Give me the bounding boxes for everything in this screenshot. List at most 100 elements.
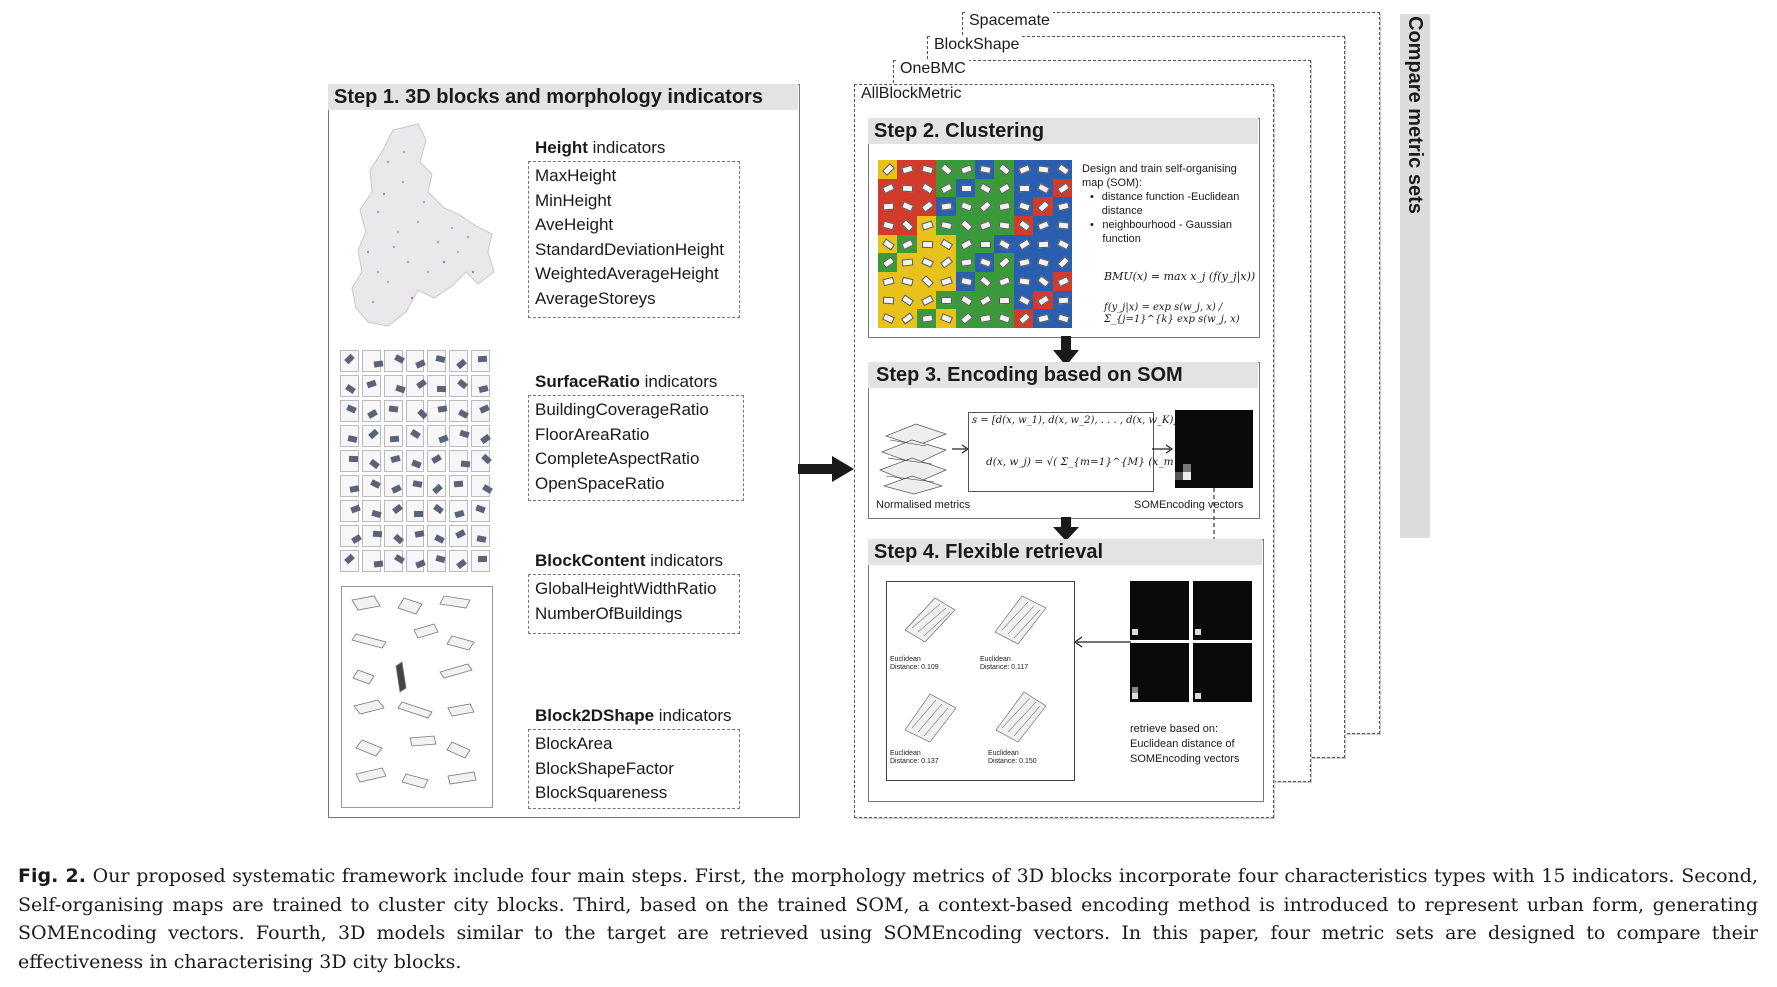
som-thumbnail-cell <box>340 550 359 572</box>
step2-title: Step 2. Clustering <box>868 118 1258 144</box>
som-color-cell <box>1033 290 1053 310</box>
som-color-cell <box>1033 309 1053 328</box>
som-color-cell <box>1013 178 1034 198</box>
som-thumbnail-cell <box>383 475 403 497</box>
som-thumbnail-cell <box>340 400 359 422</box>
retrieved-block-illustration <box>904 693 957 743</box>
som-color-cell <box>878 290 898 310</box>
som-color-cell <box>878 160 898 179</box>
somencoding-vector-image <box>1130 643 1189 702</box>
som-color-cell <box>974 160 995 179</box>
som-color-cell <box>955 234 975 254</box>
retrieval-results-panel <box>886 581 1075 781</box>
som-color-cell <box>1013 290 1034 310</box>
som-thumbnail-cell <box>449 525 469 547</box>
indicator-item: GlobalHeightWidthRatio <box>535 579 717 598</box>
som-description: Design and train self-organising map (SO… <box>1082 162 1254 246</box>
som-color-grid <box>878 160 1072 328</box>
som-bullet: neighbourhood - Gaussian function <box>1102 219 1233 245</box>
som-thumbnail-cell <box>405 525 425 547</box>
som-thumbnail-cell <box>449 375 469 397</box>
som-thumbnail-cell <box>471 425 492 447</box>
som-thumbnail-cell <box>361 350 384 372</box>
step3-title: Step 3. Encoding based on SOM <box>868 362 1258 388</box>
retrieved-block-illustration <box>904 597 956 643</box>
som-color-cell <box>955 197 975 216</box>
som-color-cell <box>994 215 1014 235</box>
som-color-cell <box>1013 197 1034 216</box>
surfaceratio-indicators-box: BuildingCoverageRatio FloorAreaRatio Com… <box>528 395 744 501</box>
som-color-cell <box>916 197 937 216</box>
som-thumbnail-cell <box>427 350 447 372</box>
som-color-cell <box>974 271 995 291</box>
som-color-cell <box>994 197 1014 216</box>
surfaceratio-indicators-title: SurfaceRatio indicators <box>535 372 718 391</box>
compare-bar <box>1400 14 1430 538</box>
som-color-cell <box>1052 215 1072 235</box>
som-thumbnail-cell <box>361 525 383 547</box>
som-thumbnail-cell <box>361 500 382 522</box>
som-color-cell <box>974 253 995 272</box>
result-2-label: Euclidean Distance: 0.117 <box>980 656 1029 671</box>
result-4-label: Euclidean Distance: 0.150 <box>988 750 1037 765</box>
som-color-cell <box>897 253 917 272</box>
formula-bmu: BMU(x) = max x_j (f(y_j|x)) <box>1104 270 1256 283</box>
indicator-item: NumberOfBuildings <box>535 603 683 623</box>
normalised-metrics-illustration <box>879 423 948 495</box>
som-thumbnail-cell <box>449 450 471 472</box>
som-color-cell <box>936 271 956 291</box>
som-color-cell <box>955 253 975 272</box>
som-thumbnail-cell <box>449 550 469 572</box>
som-color-cell <box>1052 290 1072 310</box>
som-thumbnail-cell <box>449 500 469 522</box>
block2dshape-indicators-title: Block2DShape indicators <box>535 706 732 725</box>
som-color-cell <box>936 290 956 310</box>
somencoding-vector-image <box>1193 643 1252 702</box>
height-indicators-box: MaxHeight MinHeight AveHeight StandardDe… <box>528 161 740 318</box>
som-thumbnail-cell <box>340 525 362 547</box>
som-color-cell <box>1033 197 1053 216</box>
som-thumbnail-cell <box>361 375 381 397</box>
som-color-cell <box>878 178 898 198</box>
som-color-cell <box>994 160 1014 179</box>
som-color-cell <box>878 309 898 328</box>
som-color-cell <box>1052 234 1072 254</box>
som-gray-thumbnail-grid <box>340 350 494 572</box>
som-color-cell <box>955 271 975 291</box>
som-thumbnail-cell <box>361 475 381 497</box>
somencoding-vector-image <box>1130 581 1189 640</box>
som-thumbnail-cell <box>427 500 447 522</box>
som-thumbnail-cell <box>340 350 359 372</box>
indicator-item: WeightedAverageHeight <box>535 264 719 283</box>
som-thumbnail-cell <box>427 450 447 472</box>
arrow-left-icon <box>1073 636 1131 648</box>
som-color-cell <box>955 290 975 310</box>
som-color-cell <box>974 290 995 310</box>
som-color-cell <box>974 309 995 328</box>
som-thumbnail-cell <box>405 550 426 572</box>
som-thumbnail-cell <box>383 425 403 447</box>
somencoding-vector-image <box>1193 581 1252 640</box>
som-bullet: distance function -Euclidean distance <box>1101 191 1240 217</box>
som-color-cell <box>1033 253 1053 272</box>
som-color-cell <box>1052 160 1072 179</box>
retrieve-description: retrieve based on: Euclidean distance of… <box>1130 723 1240 765</box>
som-color-cell <box>974 197 995 216</box>
som-color-cell <box>897 234 917 254</box>
indicator-item: MaxHeight <box>535 166 617 185</box>
som-color-cell <box>878 215 898 235</box>
som-color-cell <box>897 215 917 235</box>
encoding-formula-box <box>968 412 1154 492</box>
arrow-right-icon <box>798 456 854 482</box>
som-color-cell <box>1013 215 1034 235</box>
som-color-cell <box>1052 253 1072 272</box>
som-thumbnail-cell <box>383 550 405 572</box>
normalised-metrics-label: Normalised metrics <box>876 499 971 511</box>
retrieved-block-illustration <box>994 595 1047 645</box>
som-thumbnail-cell <box>383 350 405 372</box>
block2dshape-indicators-box: BlockArea BlockShapeFactor BlockSquarene… <box>528 729 740 809</box>
som-color-cell <box>897 178 917 198</box>
som-thumbnail-cell <box>383 375 406 397</box>
som-color-cell <box>1013 160 1034 179</box>
som-thumbnail-cell <box>340 375 359 397</box>
